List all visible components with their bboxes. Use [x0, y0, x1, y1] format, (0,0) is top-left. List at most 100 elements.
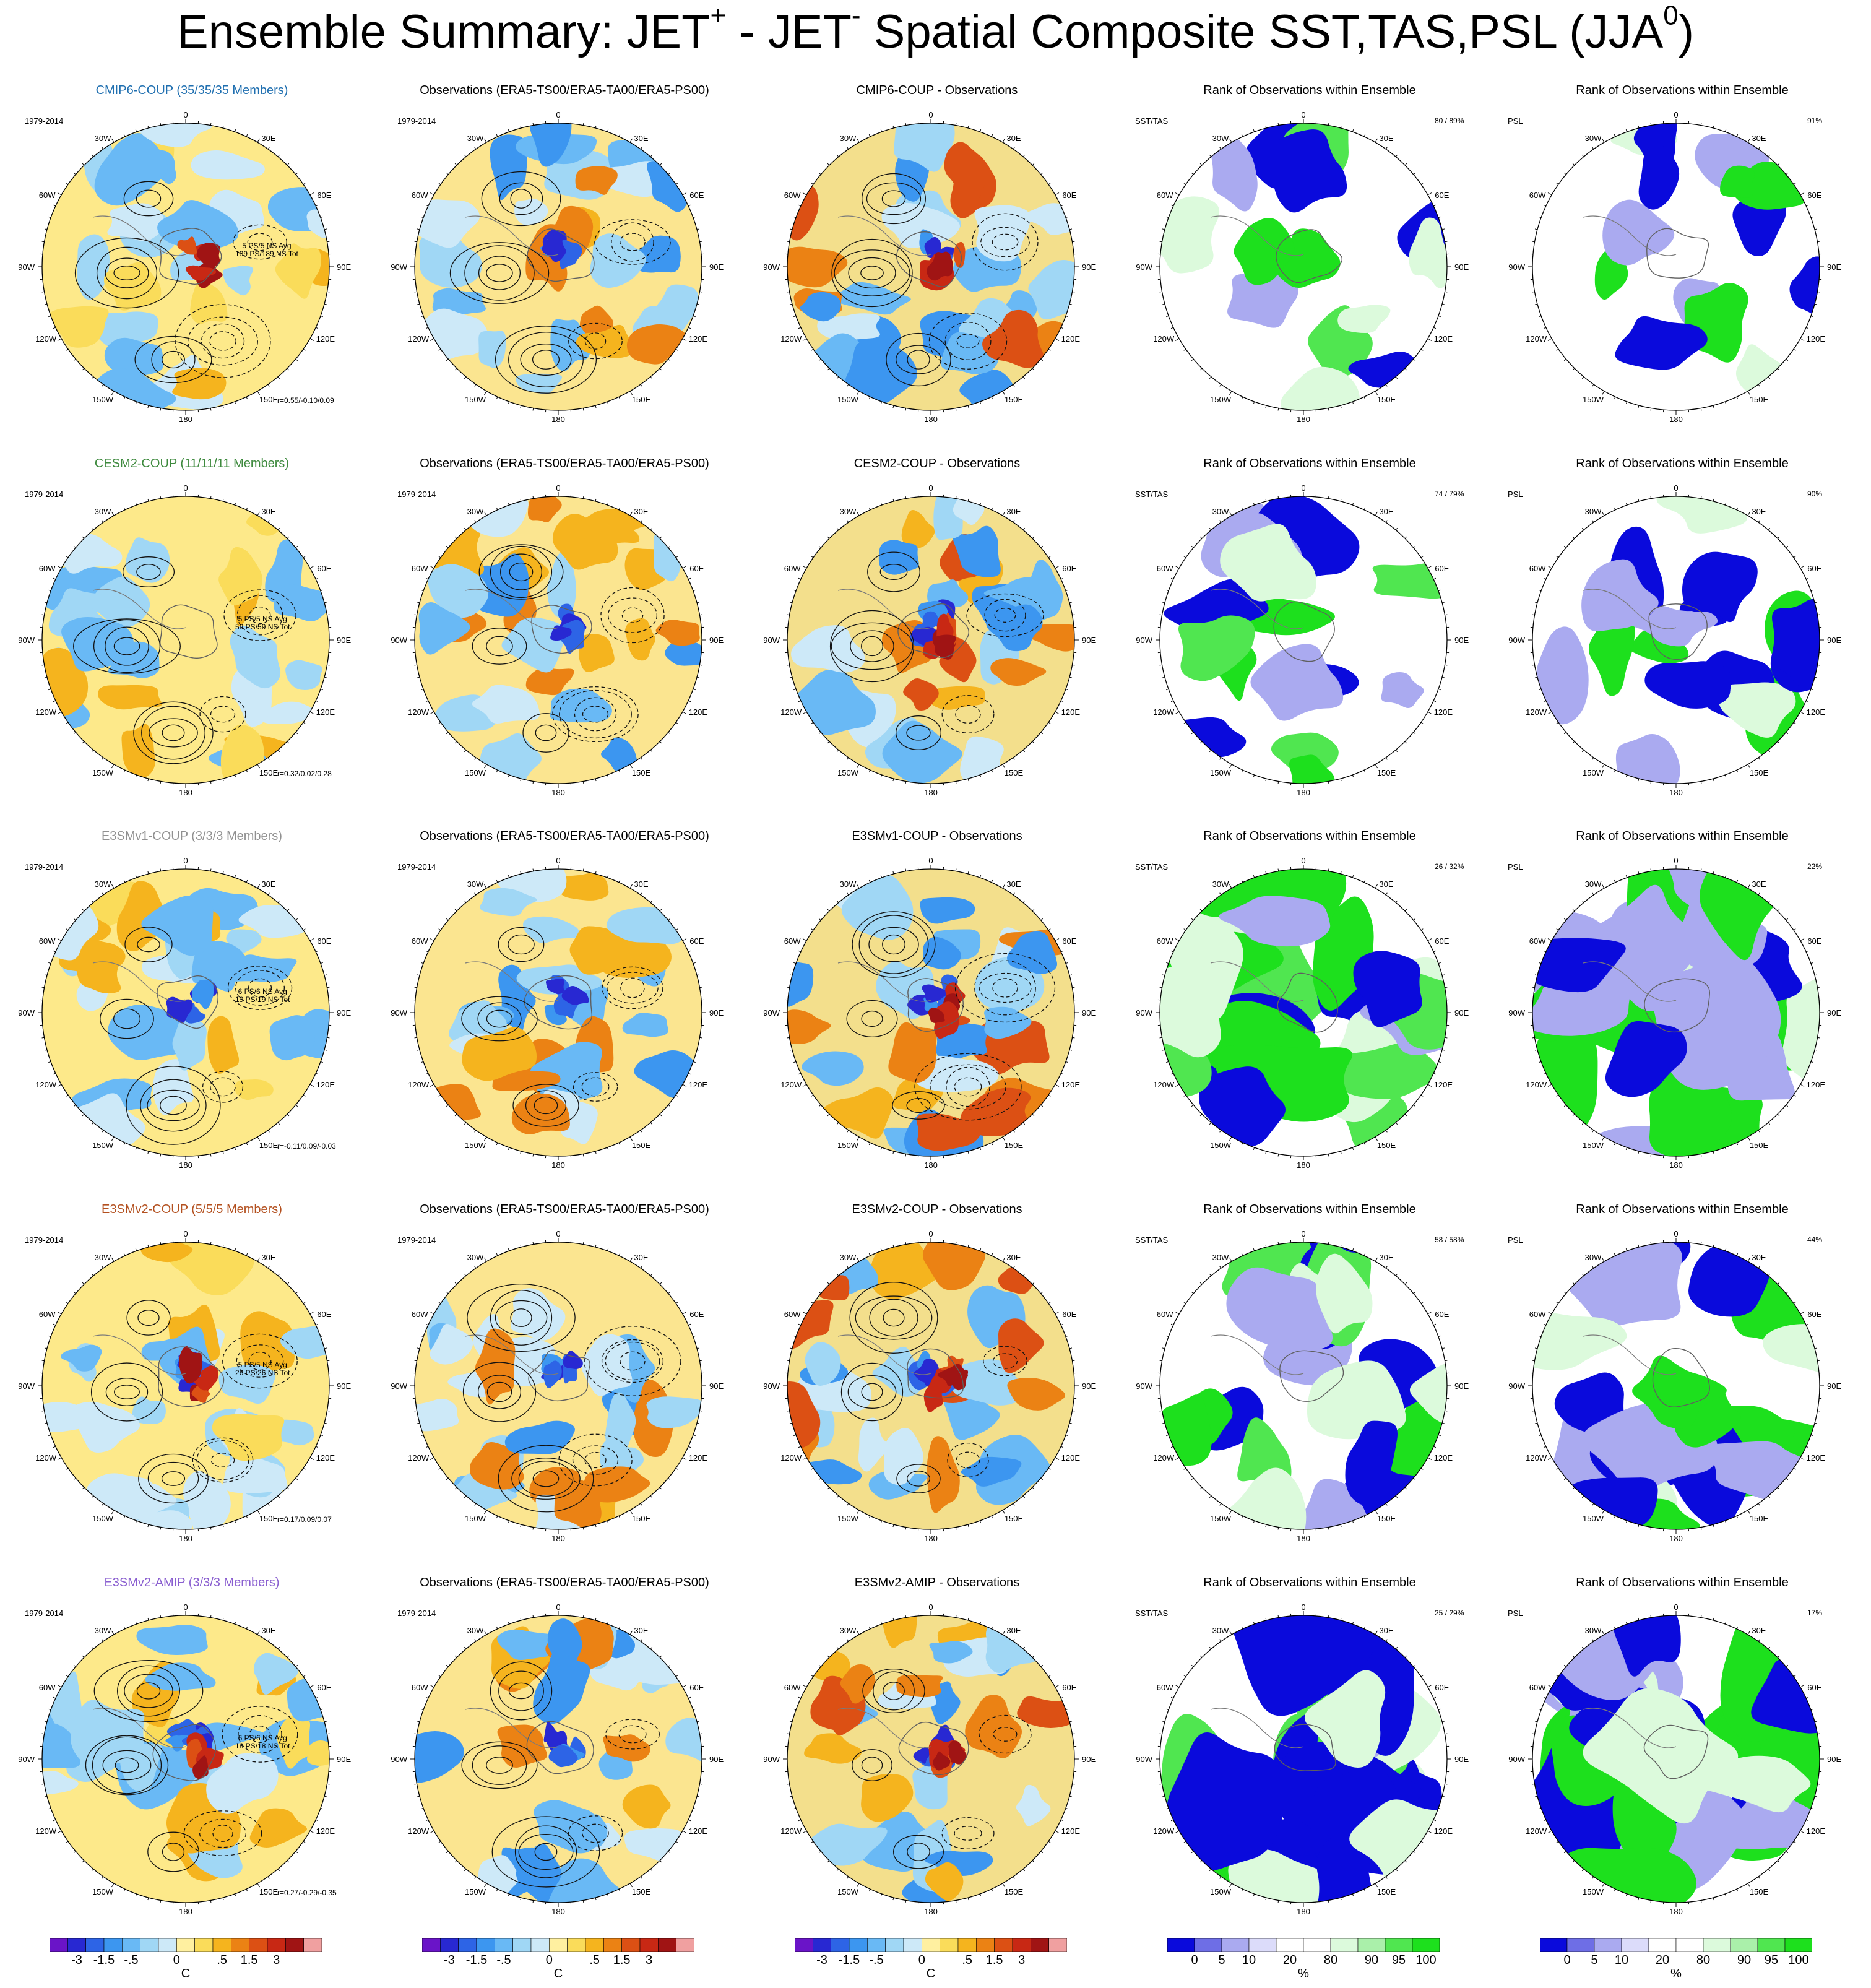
- colorbar-swatch: [1649, 1938, 1676, 1952]
- lon-lat-label-4: 90W: [1508, 636, 1525, 644]
- lon-lat-label-2: 30W: [95, 508, 111, 516]
- lon-lat-label-7: 30E: [634, 1253, 648, 1261]
- lon-lat-label-3: 60W: [784, 1310, 801, 1318]
- lon-lat-label-9: 90E: [1454, 1009, 1469, 1017]
- colorbar-tick-label: 95: [1765, 1953, 1778, 1968]
- lon-lat-label-10: 120E: [1434, 708, 1453, 716]
- colorbar-tick-label: -1.5: [93, 1953, 115, 1968]
- lon-lat-label-8: 60E: [1807, 1683, 1821, 1692]
- lon-lat-label-2: 30W: [467, 508, 484, 516]
- lon-lat-label-4: 90W: [391, 1009, 407, 1017]
- colorbar-swatch: [995, 1938, 1013, 1952]
- lon-lat-label-9: 90E: [1827, 1382, 1841, 1390]
- colorbar-swatch: [1758, 1938, 1785, 1952]
- lon-lat-label-6: 150W: [92, 1141, 113, 1149]
- lon-lat-label-2: 30W: [467, 134, 484, 142]
- lon-lat-label-4: 90W: [18, 1382, 35, 1390]
- lon-lat-label-2: 30W: [95, 880, 111, 888]
- lon-lat-label-9: 90E: [337, 1009, 351, 1017]
- lon-lat-label-7: 30E: [1379, 508, 1393, 516]
- lon-lat-label-7: 30E: [261, 1627, 275, 1635]
- lon-lat-label-0: 0: [556, 857, 560, 865]
- colorbar-tick-label: 0: [546, 1953, 553, 1968]
- lon-lat-label-0: 0: [928, 1603, 933, 1611]
- colorbar-swatch: [86, 1938, 104, 1952]
- lon-lat-label-4: 90W: [763, 1382, 780, 1390]
- lon-lat-label-9: 90E: [709, 1382, 724, 1390]
- lon-lat-label-11: 150E: [259, 1888, 278, 1896]
- lon-lat-label-9: 90E: [337, 1382, 351, 1390]
- colorbar-swatch: [849, 1938, 867, 1952]
- lon-lat-label-8: 60E: [1062, 564, 1076, 573]
- colorbar-swatch: [831, 1938, 849, 1952]
- lon-lat-label-11: 150E: [259, 769, 278, 777]
- colorbar-swatch: [585, 1938, 603, 1952]
- lon-lat-label-10: 120E: [689, 708, 707, 716]
- lon-lat-label-0: 0: [183, 1230, 188, 1238]
- lon-lat-label-8: 60E: [689, 1683, 704, 1692]
- lon-lat-label-6: 150W: [465, 769, 486, 777]
- polar-map: [1497, 829, 1868, 1201]
- lon-lat-label-4: 90W: [1508, 1009, 1525, 1017]
- lon-lat-label-3: 60W: [39, 1310, 56, 1318]
- lon-lat-label-6: 150W: [1583, 769, 1604, 777]
- lon-lat-label-7: 30E: [1752, 134, 1766, 142]
- lon-lat-label-9: 90E: [1082, 1009, 1096, 1017]
- lon-lat-label-1: 180: [179, 1534, 192, 1542]
- lon-lat-label-0: 0: [928, 111, 933, 119]
- pattern-correlation: r=0.27/-0.29/-0.35: [277, 1889, 337, 1896]
- polar-map: [1497, 457, 1868, 828]
- lon-lat-label-5: 120W: [408, 1081, 429, 1089]
- colorbar-tick-label: 0: [173, 1953, 180, 1968]
- colorbar-tick-label: 80: [1324, 1953, 1337, 1968]
- lon-lat-label-9: 90E: [1827, 1755, 1841, 1763]
- lon-lat-label-6: 150W: [92, 395, 113, 404]
- ensemble-total: 26 PS/26 NS Tot: [235, 1369, 290, 1377]
- lon-lat-label-4: 90W: [1508, 1755, 1525, 1763]
- lon-lat-label-10: 120E: [1434, 1454, 1453, 1462]
- lon-lat-label-0: 0: [928, 484, 933, 492]
- lon-lat-label-3: 60W: [412, 191, 428, 199]
- lon-lat-label-9: 90E: [1454, 1755, 1469, 1763]
- lon-lat-label-11: 150E: [259, 395, 278, 404]
- lon-lat-label-0: 0: [1674, 1603, 1678, 1611]
- colorbar-tick-label: 3: [646, 1953, 652, 1968]
- lon-lat-label-11: 150E: [1005, 395, 1023, 404]
- lon-lat-label-7: 30E: [1379, 1253, 1393, 1261]
- lon-lat-label-6: 150W: [92, 1888, 113, 1896]
- lon-lat-label-9: 90E: [337, 1755, 351, 1763]
- lon-lat-label-10: 120E: [316, 335, 335, 343]
- colorbar-swatch: [531, 1938, 549, 1952]
- colorbar-swatch: [1731, 1938, 1758, 1952]
- colorbar-swatch: [1358, 1938, 1385, 1952]
- lon-lat-label-1: 180: [1669, 1534, 1683, 1542]
- lon-lat-label-11: 150E: [259, 1141, 278, 1149]
- polar-map: [751, 829, 1123, 1201]
- colorbar-tick-label: 0: [1563, 1953, 1570, 1968]
- lon-lat-label-5: 120W: [1526, 335, 1547, 343]
- lon-lat-label-5: 120W: [1526, 708, 1547, 716]
- lon-lat-label-1: 180: [924, 789, 938, 797]
- colorbar-swatch: [1276, 1938, 1303, 1952]
- lon-lat-label-1: 180: [1669, 789, 1683, 797]
- lon-lat-label-0: 0: [928, 1230, 933, 1238]
- colorbar-swatch: [495, 1938, 512, 1952]
- colorbar-unit: %: [1670, 1967, 1682, 1981]
- lon-lat-label-8: 60E: [1062, 1683, 1076, 1692]
- colorbar-swatch: [904, 1938, 922, 1952]
- lon-lat-label-6: 150W: [1210, 769, 1231, 777]
- lon-lat-label-8: 60E: [317, 1683, 331, 1692]
- lon-lat-label-4: 90W: [763, 636, 780, 644]
- polar-map: [379, 457, 750, 828]
- lon-lat-label-8: 60E: [1807, 564, 1821, 573]
- lon-lat-label-3: 60W: [412, 937, 428, 945]
- lon-lat-label-3: 60W: [1529, 191, 1546, 199]
- colorbar-swatch: [1031, 1938, 1048, 1952]
